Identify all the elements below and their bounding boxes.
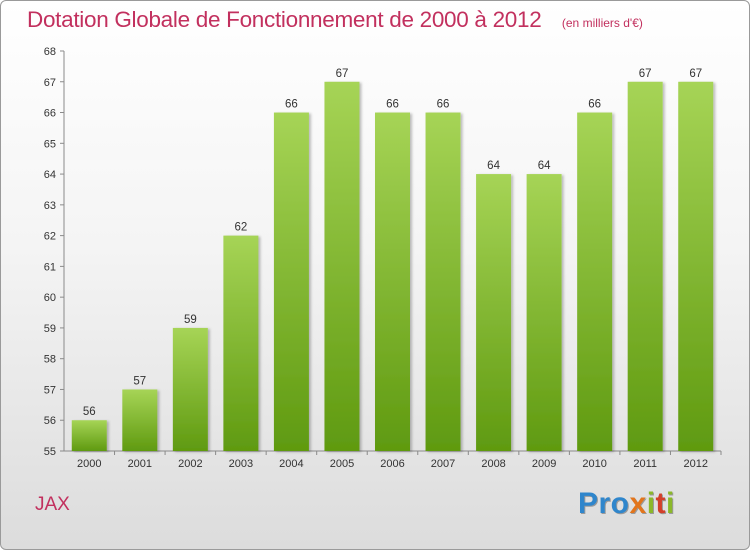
logo-part: t	[655, 487, 667, 520]
bar-2003	[223, 235, 259, 451]
chart-subtitle: (en milliers d'€)	[561, 16, 643, 30]
y-tick-label: 55	[44, 446, 56, 458]
bar-2001	[122, 389, 158, 451]
y-tick-label: 57	[44, 384, 56, 396]
data-label-2000: 56	[83, 406, 96, 418]
x-tick-label-2010: 2010	[582, 458, 606, 470]
data-label-2009: 64	[538, 160, 551, 172]
bar-2011	[627, 81, 663, 452]
data-label-2010: 66	[588, 99, 601, 111]
bar-2002	[172, 327, 208, 451]
bars-group	[71, 81, 714, 452]
labels-group: 56 57 59 62 66 67 66 66 64 64 66 67 67	[83, 68, 702, 418]
x-tick-label-2007: 2007	[431, 458, 455, 470]
data-label-2006: 66	[386, 99, 399, 111]
x-tick-label-2000: 2000	[77, 458, 101, 470]
y-tick-label: 59	[44, 323, 56, 335]
y-tick-label: 65	[44, 138, 56, 150]
logo-part: Pro	[578, 487, 630, 520]
data-label-2007: 66	[437, 99, 450, 111]
x-tick-label-2004: 2004	[279, 458, 303, 470]
bar-2007	[425, 112, 461, 452]
title-row: Dotation Globale de Fonctionnement de 20…	[27, 7, 643, 33]
bar-2010	[577, 112, 613, 452]
y-tick-label: 62	[44, 231, 56, 243]
data-label-2011: 67	[639, 68, 652, 80]
bar-2004	[273, 112, 309, 452]
bar-2012	[678, 81, 714, 452]
y-tick-label: 58	[44, 354, 56, 366]
x-tick-label-2012: 2012	[683, 458, 707, 470]
bar-2009	[526, 174, 562, 452]
data-label-2004: 66	[285, 99, 298, 111]
y-tick-label: 68	[44, 46, 56, 58]
x-tick-label-2011: 2011	[633, 458, 657, 470]
bar-2005	[324, 81, 360, 452]
data-label-2003: 62	[234, 222, 247, 234]
y-tick-label: 67	[44, 77, 56, 89]
x-tick-label-2008: 2008	[481, 458, 505, 470]
data-label-2012: 67	[689, 68, 702, 80]
y-tick-label: 56	[44, 415, 56, 427]
bar-2006	[375, 112, 410, 452]
x-tick-label-2003: 2003	[229, 458, 253, 470]
y-tick-label: 60	[44, 292, 56, 304]
data-label-2005: 67	[336, 68, 349, 80]
logo-part: i	[666, 487, 675, 520]
proxiti-logo: Proxiti	[578, 487, 675, 521]
logo-part: x	[629, 487, 647, 520]
y-tick-label: 66	[44, 108, 56, 120]
bar-2000	[71, 420, 107, 451]
data-label-2008: 64	[487, 160, 500, 172]
x-tick-label-2002: 2002	[178, 458, 202, 470]
y-tick-label: 64	[44, 169, 56, 181]
y-tick-label: 63	[44, 200, 56, 212]
y-tick-label: 61	[44, 261, 56, 273]
x-tick-label-2006: 2006	[380, 458, 404, 470]
town-name: JAX	[35, 494, 70, 515]
axes-group: 55 56 57 58 59 60 61 62 63 64 65 66 67 68 2000 2001 2002…	[44, 46, 722, 470]
chart-title: Dotation Globale de Fonctionnement de 20…	[27, 7, 542, 32]
x-tick-label-2001: 2001	[128, 458, 152, 470]
bar-2008	[476, 174, 512, 452]
x-tick-label-2005: 2005	[330, 458, 354, 470]
x-tick-label-2009: 2009	[532, 458, 556, 470]
data-label-2001: 57	[133, 375, 146, 387]
data-label-2002: 59	[184, 314, 197, 326]
logo-part: i	[646, 487, 656, 520]
